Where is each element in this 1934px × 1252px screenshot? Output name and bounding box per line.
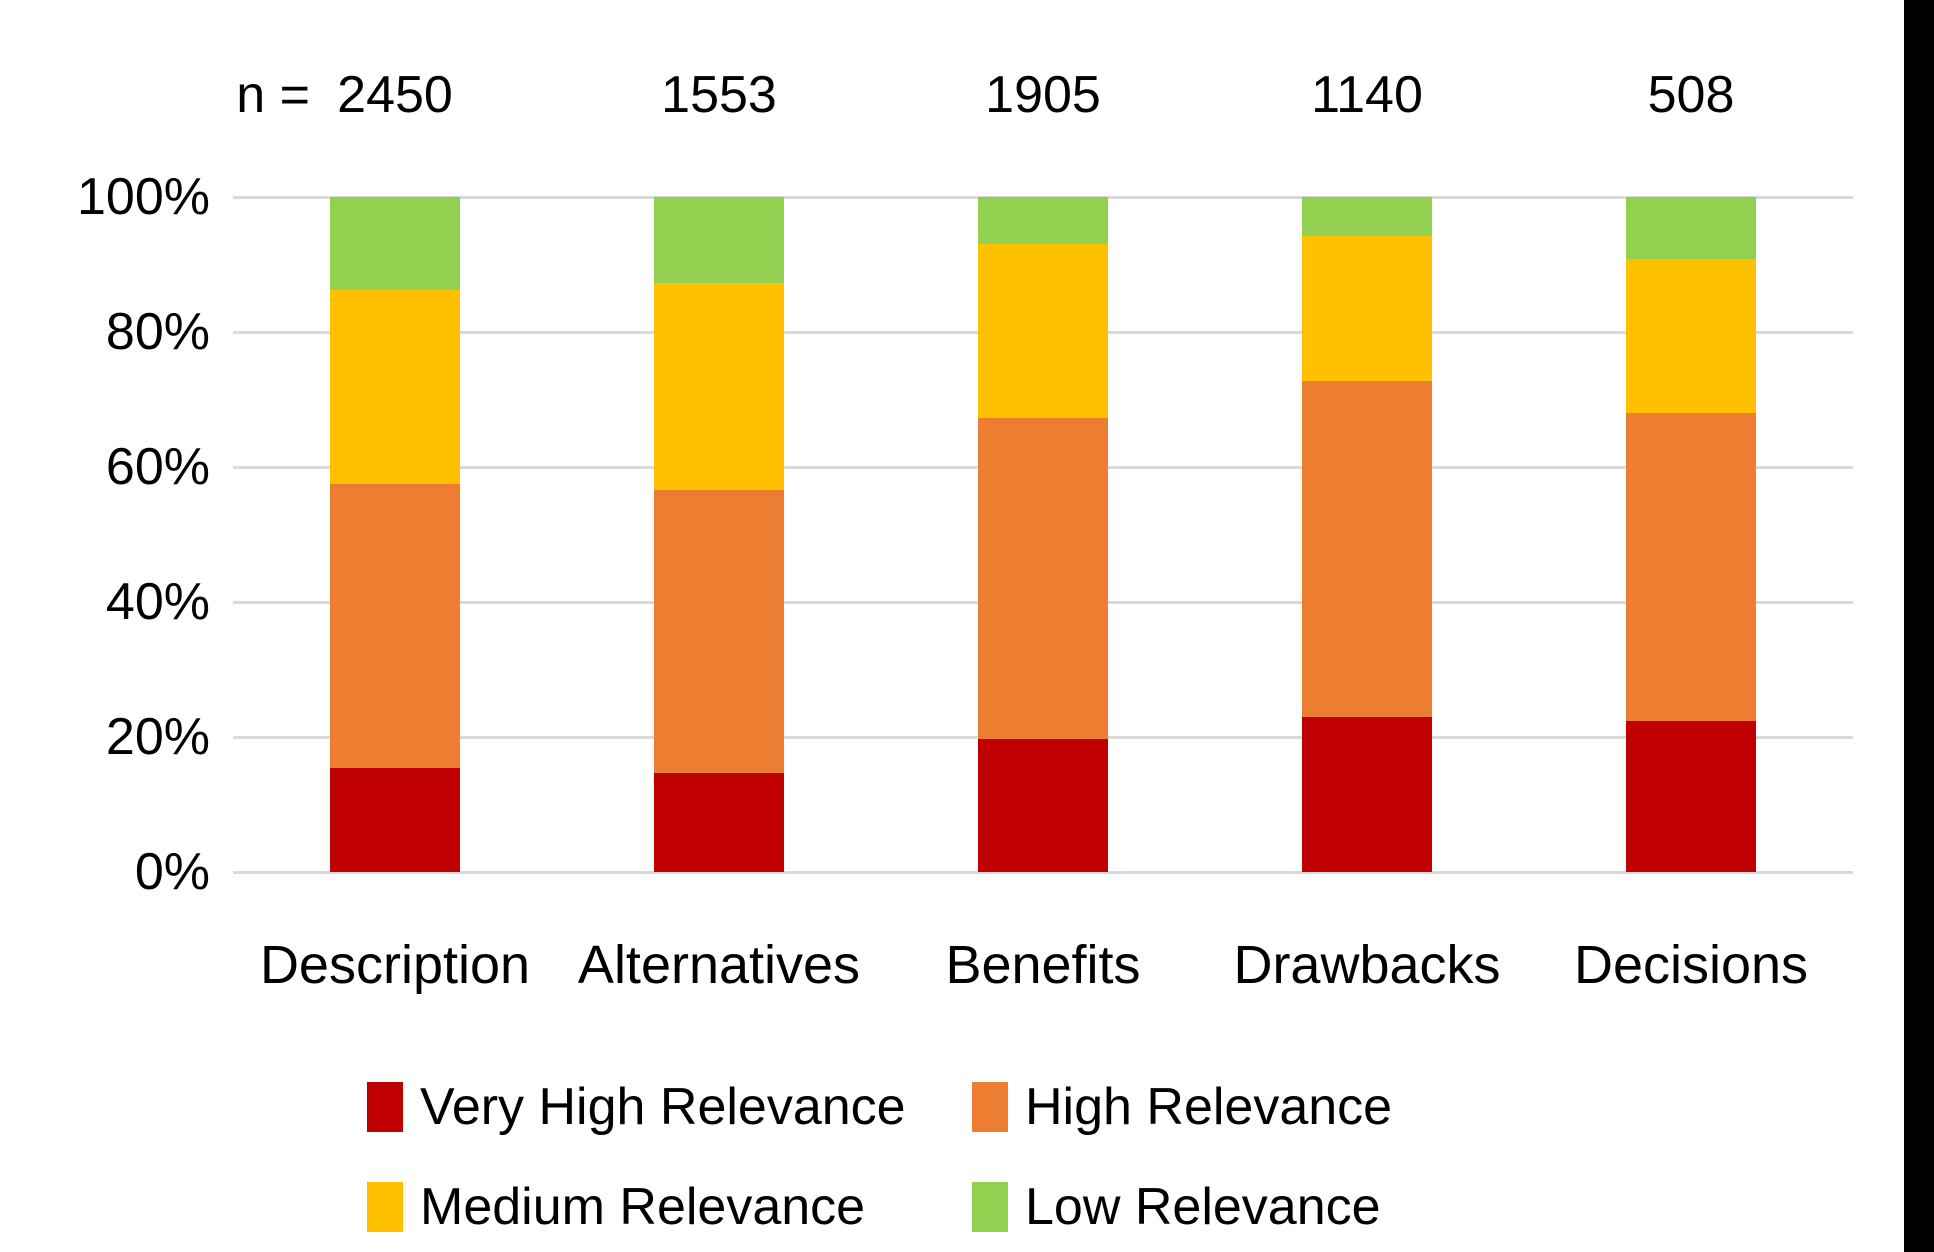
bar-slot-benefits [881,197,1205,872]
x-label-drawbacks: Drawbacks [1233,935,1501,995]
segment-high-relevance [1302,381,1432,717]
segment-low-relevance [1302,197,1432,237]
legend-swatch-very-high-relevance [367,1082,403,1132]
n-value-alternatives: 1553 [661,66,777,124]
n-value-drawbacks: 1140 [1311,66,1423,124]
screenshot-edge-strip [1904,0,1934,1252]
legend-label-medium-relevance: Medium Relevance [420,1178,866,1236]
n-values-row: 2450 1553 1905 1140 508 [233,62,1853,128]
bar-slot-description [233,197,557,872]
legend-label-very-high-relevance: Very High Relevance [420,1078,906,1136]
legend-label-high-relevance: High Relevance [1025,1078,1393,1136]
n-value-decisions: 508 [1647,66,1735,124]
legend-item-high-relevance: High Relevance [972,1081,1392,1133]
legend-swatch-medium-relevance [367,1182,403,1232]
x-label-alternatives: Alternatives [577,935,861,995]
segment-medium-relevance [1626,259,1756,413]
x-label-description: Description [259,935,531,995]
segment-medium-relevance [1302,236,1432,382]
y-tick-40: 40% [105,573,210,631]
bar-decisions [1626,197,1756,872]
legend-item-medium-relevance: Medium Relevance [367,1181,865,1233]
y-tick-0: 0% [134,843,210,901]
segment-low-relevance [330,197,460,291]
segment-very-high-relevance [654,772,784,872]
segment-medium-relevance [330,290,460,484]
segment-medium-relevance [654,282,784,490]
x-label-benefits: Benefits [945,935,1141,995]
segment-very-high-relevance [1626,720,1756,872]
n-equals-label: n = [236,66,310,124]
segment-very-high-relevance [330,768,460,872]
y-tick-20: 20% [105,708,210,766]
legend-label-low-relevance: Low Relevance [1025,1178,1381,1236]
segment-medium-relevance [978,244,1108,418]
plot-area [233,196,1853,874]
bar-slot-decisions [1529,197,1853,872]
n-value-description: 2450 [337,66,453,124]
segment-low-relevance [978,197,1108,245]
segment-very-high-relevance [1302,716,1432,872]
segment-high-relevance [978,417,1108,740]
legend-item-very-high-relevance: Very High Relevance [367,1081,906,1133]
bar-alternatives [654,197,784,872]
y-tick-80: 80% [105,303,210,361]
segment-low-relevance [1626,197,1756,260]
n-value-benefits: 1905 [985,66,1101,124]
x-axis-labels-row: Description Alternatives Benefits Drawba… [233,935,1853,995]
legend-swatch-low-relevance [972,1182,1008,1232]
segment-low-relevance [654,197,784,283]
segment-very-high-relevance [978,739,1108,872]
bar-drawbacks [1302,197,1432,872]
gridline-0 [233,871,1853,874]
legend-swatch-high-relevance [972,1082,1008,1132]
segment-high-relevance [654,489,784,773]
y-tick-60: 60% [105,438,210,496]
legend-item-low-relevance: Low Relevance [972,1181,1381,1233]
bar-slot-alternatives [557,197,881,872]
bars-container [233,197,1853,872]
bar-slot-drawbacks [1205,197,1529,872]
bar-benefits [978,197,1108,872]
y-tick-100: 100% [77,168,210,226]
segment-high-relevance [1626,412,1756,721]
segment-high-relevance [330,483,460,769]
x-label-decisions: Decisions [1573,935,1809,995]
bar-description [330,197,460,872]
